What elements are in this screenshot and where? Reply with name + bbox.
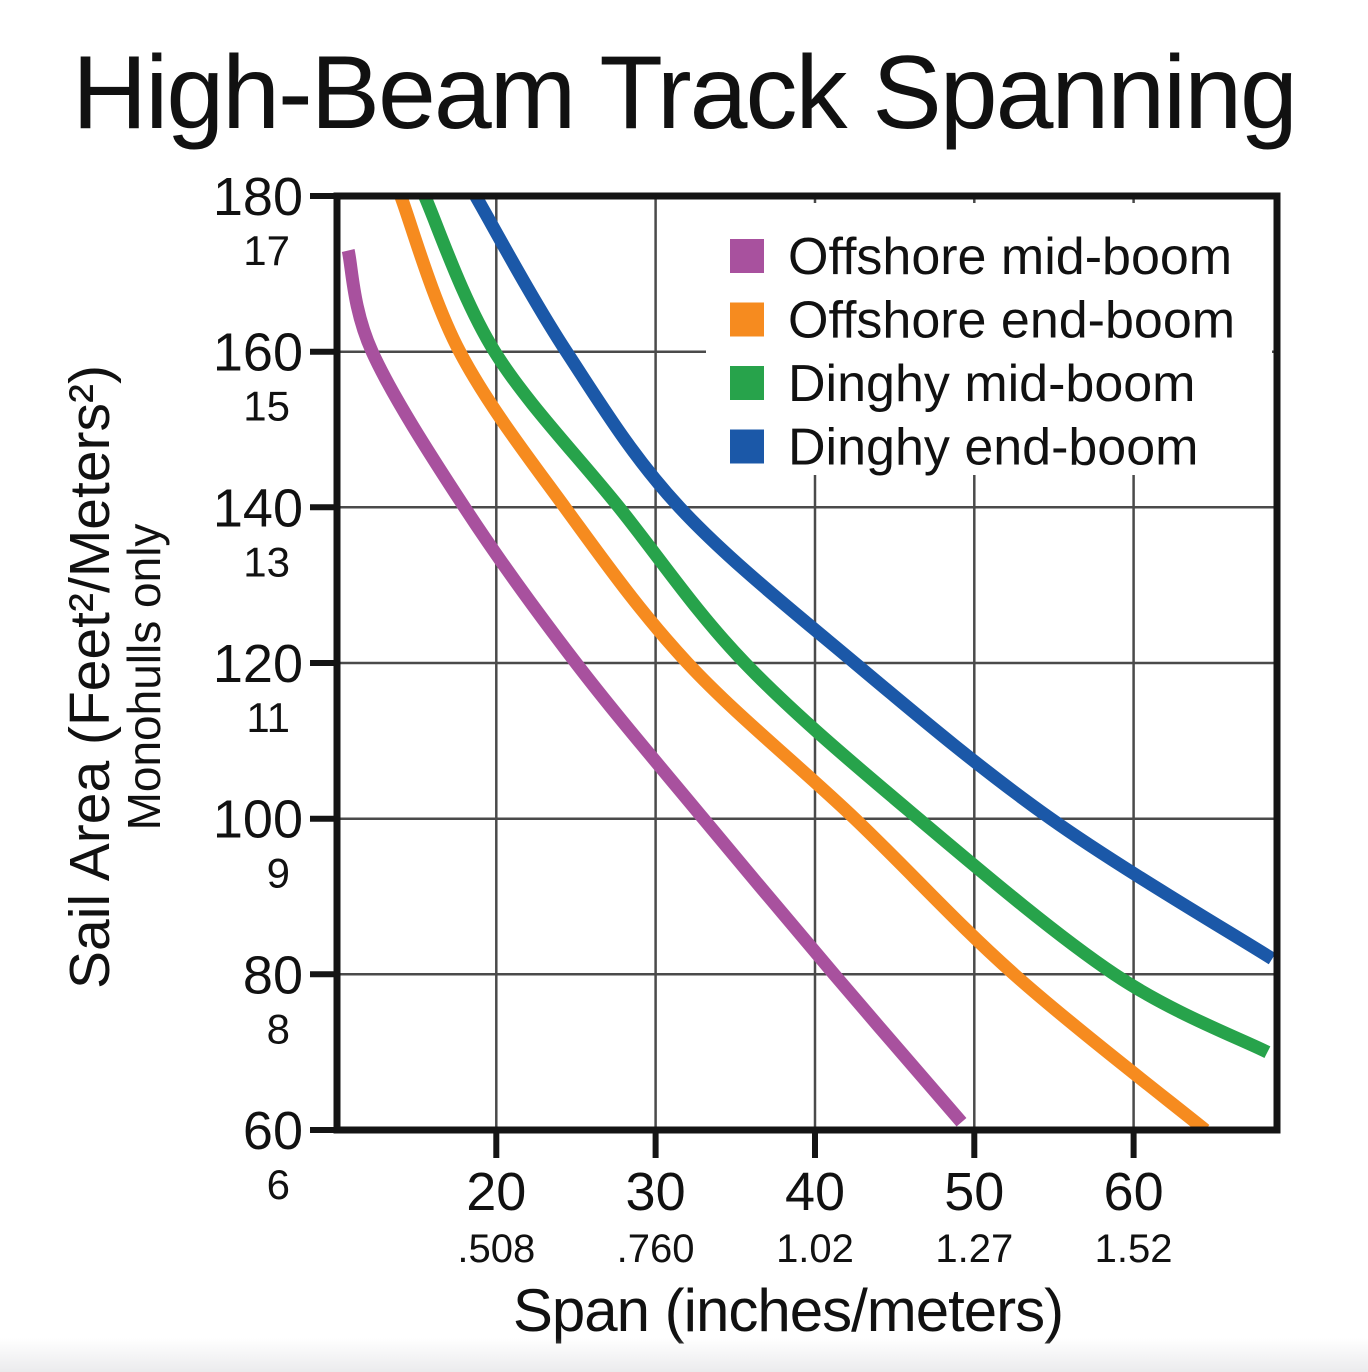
y-tick-label-120: 120 — [213, 634, 303, 694]
legend-label-dinghy-end-boom: Dinghy end-boom — [788, 419, 1198, 477]
x-tick-label-60: 60 — [1104, 1162, 1164, 1222]
legend-label-offshore-mid-boom: Offshore mid-boom — [788, 228, 1232, 286]
y-tick-label-60: 60 — [243, 1101, 303, 1161]
curve-dinghy-end-boom — [469, 196, 1276, 965]
legend-box — [706, 203, 1272, 475]
curve-offshore-mid-boom — [341, 249, 967, 1127]
legend-swatch-dinghy-mid-boom — [730, 366, 764, 400]
y-tick-label-140: 140 — [213, 478, 303, 538]
x-tick-sublabel-.760: .760 — [617, 1227, 695, 1271]
x-axis-label: Span (inches/meters) — [512, 1277, 1064, 1344]
legend-label-offshore-end-boom: Offshore end-boom — [788, 292, 1235, 350]
x-tick-label-30: 30 — [626, 1162, 686, 1222]
legend-label-dinghy-mid-boom: Dinghy mid-boom — [788, 355, 1196, 413]
y-tick-label-100: 100 — [213, 790, 303, 850]
y-tick-sublabel-9: 9 — [267, 850, 290, 897]
x-tick-sublabel-.508: .508 — [457, 1227, 535, 1271]
plot-border — [333, 192, 1281, 1134]
x-tick-label-20: 20 — [466, 1162, 526, 1222]
x-tick-sublabel-1.27: 1.27 — [935, 1227, 1013, 1271]
legend-swatch-offshore-mid-boom — [730, 239, 764, 273]
x-tick-label-50: 50 — [944, 1162, 1004, 1222]
y-tick-sublabel-13: 13 — [243, 538, 290, 585]
y-tick-label-160: 160 — [213, 323, 303, 383]
curve-offshore-end-boom — [394, 196, 1210, 1130]
chart-title: High-Beam Track Spanning — [72, 35, 1298, 151]
curve-dinghy-mid-boom — [418, 196, 1271, 1059]
y-tick-label-80: 80 — [243, 945, 303, 1005]
y-tick-label-180: 180 — [213, 167, 303, 227]
y-tick-sublabel-17: 17 — [243, 227, 290, 274]
y-tick-sublabel-6: 6 — [267, 1161, 290, 1208]
legend-swatch-dinghy-end-boom — [730, 429, 764, 464]
y-tick-sublabel-15: 15 — [243, 383, 290, 430]
x-tick-label-40: 40 — [785, 1162, 845, 1222]
legend-swatch-offshore-end-boom — [730, 302, 764, 337]
x-tick-sublabel-1.02: 1.02 — [776, 1227, 854, 1271]
y-tick-sublabel-11: 11 — [246, 694, 290, 741]
x-tick-sublabel-1.52: 1.52 — [1095, 1227, 1173, 1271]
y-tick-sublabel-8: 8 — [267, 1005, 290, 1052]
